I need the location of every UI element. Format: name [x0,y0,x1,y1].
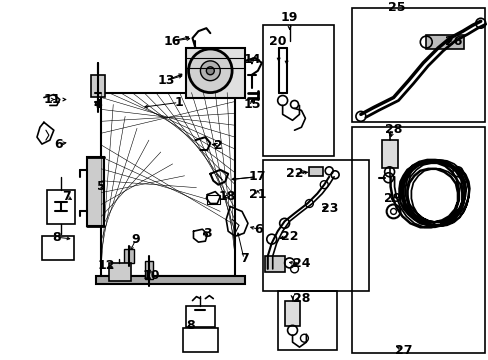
Text: 28: 28 [384,123,402,136]
Bar [91,75,105,96]
Text: 23: 23 [320,202,337,215]
Text: 5: 5 [97,180,105,193]
Bar [144,261,153,279]
Text: 19: 19 [280,11,298,24]
Text: 20: 20 [268,35,286,48]
Text: 8: 8 [52,231,61,244]
Bar [86,157,104,226]
Text: 25: 25 [387,1,405,14]
Text: 22: 22 [285,167,303,180]
Bar [47,190,75,224]
Text: 14: 14 [243,53,260,66]
Text: 6: 6 [254,223,263,236]
Bar [42,236,74,260]
Text: 24: 24 [292,257,309,270]
Text: 12: 12 [98,260,115,273]
Text: 29: 29 [383,192,401,205]
Text: 27: 27 [394,343,411,357]
Bar [101,93,235,276]
Text: 17: 17 [247,170,265,183]
Text: 7: 7 [62,190,71,203]
Bar [124,249,134,263]
Text: 21: 21 [248,188,266,201]
Bar [426,35,463,49]
Bar [185,48,244,98]
Text: 16: 16 [163,35,181,48]
Bar [96,276,244,284]
Bar [309,167,323,176]
Text: 15: 15 [243,98,260,111]
Circle shape [200,61,220,81]
Bar [182,328,218,352]
Text: 1: 1 [174,96,183,109]
Text: 11: 11 [43,93,61,106]
Circle shape [206,67,214,75]
Text: 10: 10 [142,269,159,282]
Bar [109,263,131,281]
Bar [381,140,397,168]
Text: 26: 26 [445,35,462,48]
Text: 28: 28 [292,292,309,305]
Bar [185,306,215,327]
Text: 9: 9 [131,233,140,246]
Text: 3: 3 [203,227,211,240]
Circle shape [188,49,232,93]
Text: 22: 22 [280,230,298,243]
Bar [351,127,484,353]
Bar [262,25,333,156]
Text: 7: 7 [239,252,248,265]
Text: 13: 13 [157,74,174,87]
Text: 18: 18 [218,190,235,203]
Bar [262,160,368,291]
Bar [351,8,484,122]
Bar [264,256,284,272]
Bar [277,291,336,350]
Text: 6: 6 [54,138,63,150]
Bar [207,195,220,203]
Text: 2: 2 [213,139,222,152]
Text: 4: 4 [93,98,102,111]
Bar [284,301,300,326]
Text: 8: 8 [186,319,194,332]
